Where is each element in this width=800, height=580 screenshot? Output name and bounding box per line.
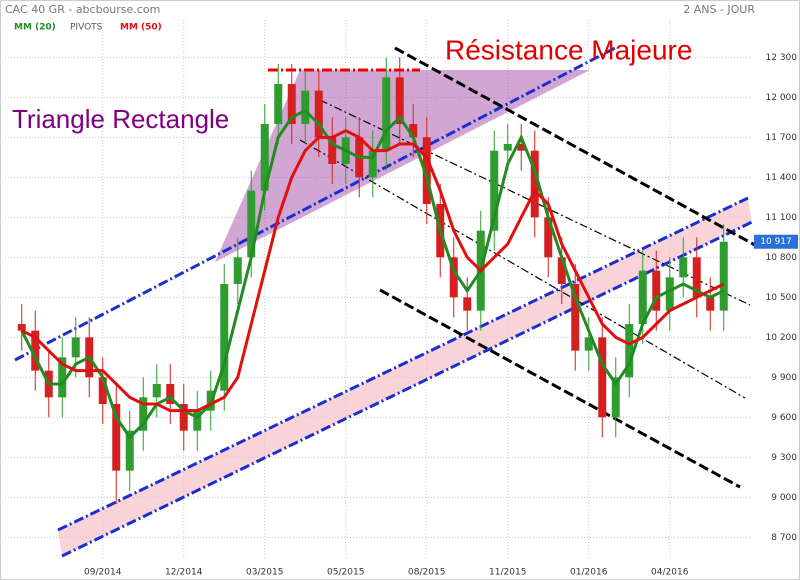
y-tick-label: 12 300 bbox=[766, 53, 798, 63]
y-tick-label: 8 700 bbox=[771, 533, 797, 543]
candle-body bbox=[638, 270, 647, 324]
legend-item: MM (50) bbox=[120, 23, 162, 33]
y-tick-label: 9 300 bbox=[771, 453, 797, 463]
candle-body bbox=[139, 397, 148, 431]
y-tick-label: 11 400 bbox=[766, 173, 798, 183]
candle-body bbox=[557, 257, 566, 284]
candle-body bbox=[611, 377, 620, 418]
candle-body bbox=[112, 404, 121, 471]
candle-body bbox=[31, 330, 40, 371]
candle-body bbox=[71, 337, 80, 358]
y-tick-label: 10 500 bbox=[766, 293, 798, 303]
x-tick-label: 08/2015 bbox=[408, 568, 445, 578]
y-tick-label: 10 200 bbox=[766, 333, 798, 343]
legend-item: MM (20) bbox=[14, 23, 56, 33]
candle-body bbox=[530, 150, 539, 218]
candle-body bbox=[422, 137, 431, 204]
candle-body bbox=[247, 190, 256, 258]
candle-body bbox=[517, 144, 526, 151]
candle-body bbox=[193, 410, 202, 431]
candle-body bbox=[719, 241, 728, 311]
y-tick-label: 10 800 bbox=[766, 253, 798, 263]
period: 2 ANS - JOUR bbox=[683, 3, 755, 16]
candle-body bbox=[571, 284, 580, 351]
x-tick-label: 05/2015 bbox=[327, 568, 364, 578]
legend-item: PIVOTS bbox=[70, 23, 103, 33]
black-lines bbox=[299, 46, 756, 489]
candle-body bbox=[314, 90, 323, 138]
candle-body bbox=[395, 77, 404, 124]
annotation: Résistance Majeure bbox=[445, 34, 692, 65]
x-tick-label: 12/2014 bbox=[165, 568, 203, 578]
candle-body bbox=[652, 270, 661, 311]
candle-body bbox=[125, 430, 134, 471]
candle-body bbox=[368, 150, 377, 178]
candle-body bbox=[692, 257, 701, 298]
y-tick-label: 9 600 bbox=[771, 413, 797, 423]
candle-body bbox=[463, 297, 472, 311]
candle-body bbox=[233, 257, 242, 284]
candle-body bbox=[166, 384, 175, 404]
candle-body bbox=[301, 90, 310, 124]
candle-body bbox=[98, 377, 107, 404]
candle-body bbox=[152, 384, 161, 398]
candle-body bbox=[679, 257, 688, 278]
candle-body bbox=[409, 124, 418, 138]
moving-average bbox=[20, 108, 725, 440]
candle-body bbox=[382, 77, 391, 151]
y-tick-label: 9 900 bbox=[771, 373, 797, 383]
y-tick-label: 9 000 bbox=[771, 493, 797, 503]
last-price-box bbox=[754, 234, 798, 249]
blue-lines bbox=[14, 46, 753, 558]
candle-body bbox=[287, 84, 296, 124]
x-tick-label: 01/2016 bbox=[570, 568, 608, 578]
y-tick-label: 11 700 bbox=[766, 133, 798, 143]
candle-body bbox=[220, 284, 229, 391]
candle-body bbox=[544, 217, 553, 258]
chart-title: CAC 40 GR - abcbourse.com bbox=[5, 3, 160, 16]
candle-body bbox=[503, 144, 512, 151]
candle-body bbox=[598, 337, 607, 418]
candle-body bbox=[490, 150, 499, 231]
candle-body bbox=[706, 297, 715, 311]
annotation: Triangle Rectangle bbox=[12, 104, 229, 134]
candle-body bbox=[584, 337, 593, 351]
plot bbox=[17, 57, 728, 504]
candle-body bbox=[625, 324, 634, 378]
y-tick-label: 11 100 bbox=[766, 213, 798, 223]
candle-body bbox=[665, 277, 674, 311]
candle-body bbox=[17, 324, 26, 331]
candle-body bbox=[58, 357, 67, 398]
candle-body bbox=[449, 257, 458, 298]
candle-body bbox=[328, 137, 337, 164]
x-tick-label: 03/2015 bbox=[246, 568, 283, 578]
last-price-label: 10 917 bbox=[760, 237, 792, 247]
x-tick-label: 04/2016 bbox=[651, 568, 689, 578]
moving-average bbox=[21, 128, 725, 413]
candle-body bbox=[260, 124, 269, 191]
x-tick-label: 11/2015 bbox=[489, 568, 526, 578]
candle-body bbox=[274, 84, 283, 124]
x-tick-label: 09/2014 bbox=[84, 568, 122, 578]
y-tick-label: 12 000 bbox=[766, 93, 798, 103]
candle-body bbox=[179, 404, 188, 431]
